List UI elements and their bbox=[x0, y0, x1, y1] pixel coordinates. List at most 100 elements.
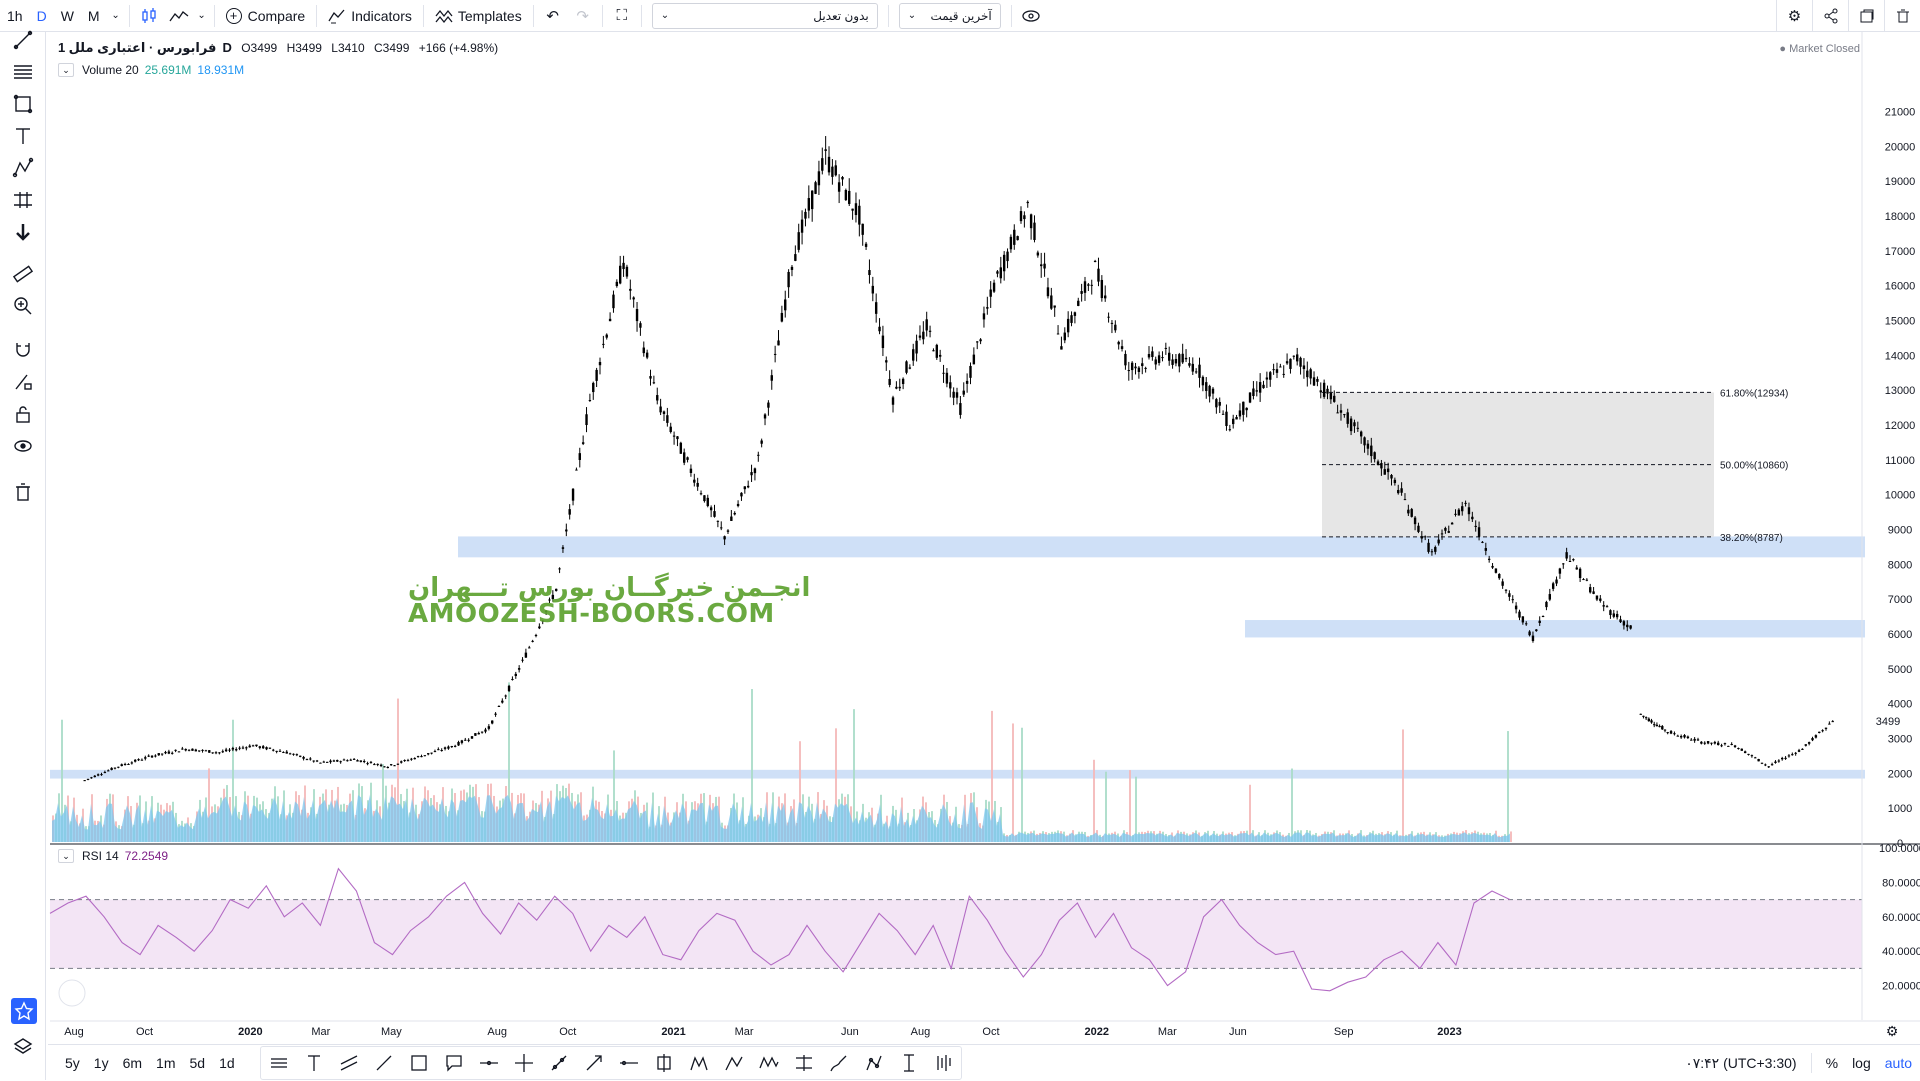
trend-line-icon[interactable] bbox=[366, 1047, 401, 1079]
log-toggle[interactable]: log bbox=[1852, 1055, 1871, 1071]
candle-body bbox=[629, 288, 632, 291]
undo-icon[interactable]: ↶ bbox=[546, 7, 559, 25]
star-icon[interactable] bbox=[11, 998, 37, 1024]
trash-icon[interactable] bbox=[1884, 0, 1920, 32]
interval-chevron-icon[interactable]: ⌄ bbox=[111, 10, 120, 21]
gear-icon[interactable]: ⚙ bbox=[1776, 0, 1812, 32]
candle-body bbox=[322, 761, 326, 763]
ruler-icon[interactable] bbox=[0, 258, 46, 290]
candle-body bbox=[942, 372, 945, 374]
time-zone[interactable]: ۰۷:۴۲ (UTC+3:30) bbox=[1685, 1054, 1797, 1071]
last-price-label: 3499 bbox=[1876, 716, 1900, 728]
candle-body bbox=[265, 747, 268, 750]
layout-icon[interactable] bbox=[1848, 0, 1884, 32]
volume-bar bbox=[1249, 784, 1251, 842]
range-5y[interactable]: 5y bbox=[65, 1054, 80, 1071]
frame-icon[interactable] bbox=[646, 1047, 681, 1079]
horizontal-segment-icon[interactable] bbox=[611, 1047, 646, 1079]
chevron-down-icon: ⌄ bbox=[660, 10, 670, 21]
redo-icon[interactable]: ↷ bbox=[576, 7, 589, 25]
ray-icon[interactable] bbox=[541, 1047, 576, 1079]
candle-body bbox=[1235, 417, 1238, 420]
candle-body bbox=[878, 326, 881, 332]
abc-pattern-icon[interactable] bbox=[716, 1047, 751, 1079]
candle-body bbox=[396, 763, 400, 765]
prediction-icon[interactable] bbox=[0, 184, 46, 216]
arrow-down-icon[interactable] bbox=[0, 216, 46, 248]
candle-body bbox=[127, 763, 130, 765]
candle-body bbox=[1804, 744, 1807, 746]
auto-toggle[interactable]: auto bbox=[1884, 1055, 1912, 1071]
horizontal-line-icon[interactable] bbox=[471, 1047, 506, 1079]
percent-toggle[interactable]: % bbox=[1825, 1055, 1839, 1071]
callout-icon[interactable] bbox=[436, 1047, 471, 1079]
candle-body bbox=[113, 767, 117, 769]
abcde-pattern-icon[interactable] bbox=[751, 1047, 786, 1079]
horizontal-ray-icon[interactable] bbox=[261, 1047, 296, 1079]
range-1y[interactable]: 1y bbox=[93, 1054, 109, 1071]
candle-body bbox=[1541, 616, 1545, 618]
pencil-lock-icon[interactable] bbox=[0, 366, 46, 398]
brush-icon[interactable] bbox=[821, 1047, 856, 1079]
templates-button[interactable]: Templates bbox=[428, 0, 529, 32]
chart-canvas[interactable]: 61.80%(12934) 50.00%(10860) 38.20%(8787) 0… bbox=[0, 0, 1920, 1044]
magnet-icon[interactable] bbox=[0, 334, 46, 366]
candle-body bbox=[1231, 418, 1235, 425]
eye-icon[interactable] bbox=[0, 430, 46, 462]
rectangle-icon[interactable] bbox=[401, 1047, 436, 1079]
interval-d[interactable]: D bbox=[36, 7, 47, 24]
price-range-icon[interactable] bbox=[891, 1047, 926, 1079]
crossline-icon[interactable] bbox=[506, 1047, 541, 1079]
text-icon[interactable] bbox=[296, 1047, 331, 1079]
candle-body bbox=[1060, 346, 1063, 350]
range-6m[interactable]: 6m bbox=[122, 1054, 143, 1071]
collapse-volume-button[interactable]: ⌄ bbox=[58, 63, 74, 77]
fibonacci-retracement[interactable]: 61.80%(12934) 50.00%(10860) 38.20%(8787) bbox=[1322, 388, 1788, 544]
text-icon[interactable] bbox=[0, 120, 46, 152]
lock-icon[interactable] bbox=[0, 398, 46, 430]
line-chart-icon[interactable] bbox=[164, 0, 194, 32]
projection-icon[interactable] bbox=[786, 1047, 821, 1079]
node-path-icon[interactable] bbox=[856, 1047, 891, 1079]
candle-body bbox=[218, 752, 221, 754]
indicators-button[interactable]: Indicators bbox=[321, 0, 419, 32]
range-1d[interactable]: 1d bbox=[219, 1054, 235, 1071]
candle-body bbox=[1572, 559, 1575, 561]
candle-body bbox=[669, 426, 672, 432]
rsi-name[interactable]: RSI 14 bbox=[82, 849, 119, 863]
range-1m[interactable]: 1m bbox=[156, 1054, 176, 1071]
pattern-icon[interactable] bbox=[0, 152, 46, 184]
candles-icon[interactable] bbox=[134, 0, 164, 32]
zoom-in-icon[interactable] bbox=[0, 290, 46, 322]
trend-line-icon[interactable] bbox=[0, 24, 46, 56]
interval-m[interactable]: M bbox=[87, 7, 100, 24]
trash-icon[interactable] bbox=[0, 476, 46, 508]
volume-name[interactable]: Volume 20 bbox=[82, 63, 139, 77]
xabcd-icon[interactable] bbox=[681, 1047, 716, 1079]
candle-body bbox=[453, 745, 457, 747]
compare-button[interactable]: + Compare bbox=[219, 0, 313, 32]
fullscreen-icon[interactable]: ⛶ bbox=[616, 7, 627, 24]
candle-body bbox=[1521, 616, 1525, 623]
symbol-name[interactable]: فرابورس · اعتباری ملل bbox=[68, 40, 217, 55]
share-icon[interactable] bbox=[1812, 0, 1848, 32]
bars-pattern-icon[interactable] bbox=[926, 1047, 961, 1079]
candle-body bbox=[1363, 437, 1366, 446]
eye-icon[interactable] bbox=[1016, 0, 1046, 32]
chart-type-chevron-icon[interactable]: ⌄ bbox=[197, 10, 206, 21]
candle-body bbox=[888, 378, 891, 385]
adjustment-dropdown[interactable]: ⌄ بدون تعدیل bbox=[651, 2, 878, 29]
layers-icon[interactable] bbox=[0, 1030, 46, 1062]
horizontal-lines-icon[interactable] bbox=[0, 56, 46, 88]
interval-w[interactable]: W bbox=[60, 7, 74, 24]
candle-body bbox=[470, 736, 474, 739]
interval-1h[interactable]: 1h bbox=[7, 7, 23, 24]
candle-body bbox=[703, 495, 706, 502]
arrow-icon[interactable] bbox=[576, 1047, 611, 1079]
range-5d[interactable]: 5d bbox=[189, 1054, 206, 1071]
parallel-channel-icon[interactable] bbox=[331, 1047, 366, 1079]
collapse-rsi-button[interactable]: ⌄ bbox=[58, 849, 74, 863]
candle-body bbox=[177, 751, 181, 753]
rectangle-icon[interactable] bbox=[0, 88, 46, 120]
price-source-dropdown[interactable]: ⌄ آخرین قیمت bbox=[898, 2, 1001, 29]
